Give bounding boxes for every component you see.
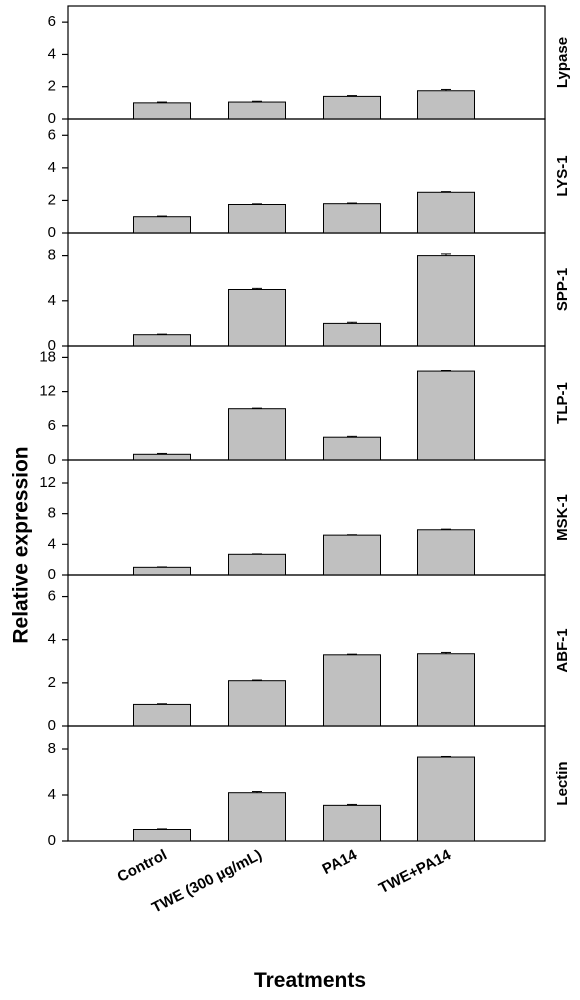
bar-spp-1-1 [228, 289, 286, 347]
y-tick-label: 6 [48, 13, 56, 30]
y-tick-label: 2 [48, 191, 56, 208]
bar-tlp-1-0 [133, 453, 191, 461]
panel-lys-1: 0 2 4 6 LYS-1 [48, 118, 571, 241]
bar-lypase-3 [417, 90, 475, 120]
y-tick-label: 4 [48, 159, 56, 176]
y-tick-label: 12 [39, 383, 56, 400]
bar-spp-1-2 [323, 322, 381, 347]
category-label: Control [115, 846, 170, 885]
bar-lectin-3 [417, 756, 475, 842]
bar-abf-1-0 [133, 703, 191, 727]
bar-lectin-2 [323, 804, 381, 842]
bar-lypase-0 [133, 102, 191, 120]
y-tick-label: 18 [39, 348, 56, 365]
y-tick-label: 12 [39, 474, 56, 491]
y-tick-label: 4 [48, 292, 56, 309]
panel-spp-1: 0 4 8 SPP-1 [48, 232, 571, 354]
bar-tlp-1-2 [323, 436, 381, 461]
y-tick-label: 0 [48, 717, 56, 734]
bar-lys-1-1 [228, 204, 286, 234]
bar-tlp-1-3 [417, 370, 475, 461]
y-tick-label: 4 [48, 45, 56, 62]
panel-label: TLP-1 [554, 382, 571, 424]
y-tick-label: 8 [48, 247, 56, 264]
bar-abf-1-2 [323, 654, 381, 727]
y-tick-label: 6 [48, 588, 56, 605]
bar-abf-1-3 [417, 653, 475, 727]
y-tick-label: 2 [48, 674, 56, 691]
y-tick-label: 0 [48, 832, 56, 849]
y-tick-label: 0 [48, 337, 56, 354]
y-tick-label: 0 [48, 566, 56, 583]
panels: 0246Lypase0246LYS-1048SPP-1061218TLP-104… [39, 5, 571, 849]
panel-label: Lectin [554, 761, 571, 805]
bar-lectin-0 [133, 829, 191, 842]
y-tick-label: 0 [48, 451, 56, 468]
panel-label: SPP-1 [554, 268, 571, 311]
bar-msk-1-3 [417, 529, 475, 576]
panel-abf-1: 0 2 4 6 ABF-1 [48, 574, 571, 734]
bar-lectin-1 [228, 792, 286, 842]
bar-spp-1-0 [133, 334, 191, 347]
panel-tlp-1: 0 6 12 18 TLP-1 [39, 345, 571, 468]
y-tick-label: 8 [48, 740, 56, 757]
bar-lys-1-2 [323, 203, 381, 234]
bar-spp-1-3 [417, 255, 475, 347]
y-tick-label: 4 [48, 535, 56, 552]
panel-lypase: 0 2 4 6 Lypase [48, 5, 571, 127]
y-tick-label: 8 [48, 505, 56, 522]
panel-lectin: 0 4 8 Lectin [48, 725, 571, 849]
y-axis-title: Relative expression [10, 446, 33, 643]
bar-msk-1-2 [323, 534, 381, 576]
bar-lypase-1 [228, 101, 286, 120]
panel-msk-1: 0 4 8 12 MSK-1 [39, 459, 571, 583]
y-tick-label: 4 [48, 631, 56, 648]
y-tick-label: 0 [48, 224, 56, 241]
bar-msk-1-1 [228, 553, 286, 576]
y-tick-label: 0 [48, 110, 56, 127]
x-axis-title: Treatments [254, 969, 366, 992]
panel-label: LYS-1 [554, 155, 571, 196]
y-tick-label: 6 [48, 126, 56, 143]
bar-lys-1-0 [133, 216, 191, 234]
category-label: PA14 [320, 846, 361, 878]
category-label: TWE+PA14 [376, 846, 454, 897]
bar-tlp-1-1 [228, 408, 286, 461]
bar-msk-1-0 [133, 566, 191, 576]
panel-label: Lypase [554, 37, 571, 88]
y-tick-label: 6 [48, 417, 56, 434]
y-tick-label: 2 [48, 78, 56, 95]
panel-label: MSK-1 [554, 494, 571, 541]
y-tick-label: 4 [48, 786, 56, 803]
panel-label: ABF-1 [554, 628, 571, 672]
bar-lys-1-3 [417, 191, 475, 234]
panel-frame [67, 725, 546, 842]
bar-lypase-2 [323, 95, 381, 120]
bar-abf-1-1 [228, 680, 286, 727]
